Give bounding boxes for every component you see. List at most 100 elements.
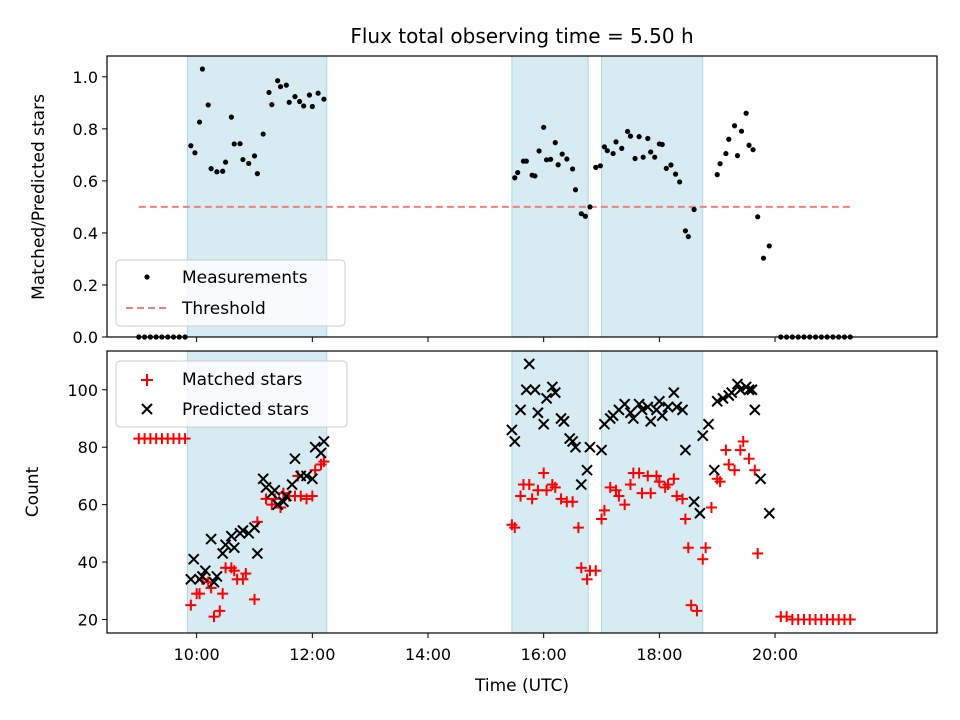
measurement-point-69 [640,154,646,160]
predicted-point-51 [595,444,608,456]
matched-point-70 [645,487,657,499]
matched-point-58 [590,565,602,577]
measurement-point-55 [578,211,584,217]
top-y-axis-label: Matched/Predicted stars [29,94,49,300]
matched-point-89 [729,464,741,476]
predicted-point-40 [540,392,553,405]
predicted-point-30 [315,447,327,459]
matched-point-94 [752,547,764,559]
measurement-point-25 [260,131,266,137]
measurement-point-64 [619,145,625,151]
measurement-point-54 [572,187,579,193]
predicted-point-20 [269,484,281,496]
measurement-point-81 [691,206,697,213]
bottom-x-ticks: 10:00 12:00 14:00 16:00 18:00 20:00 [174,633,798,664]
predicted-point-41 [546,381,559,393]
measurement-point-88 [738,128,745,134]
measurement-point-13 [205,102,211,108]
x-axis-label: Time (UTC) [474,676,569,696]
matched-point-22 [237,573,249,585]
predicted-point-84 [746,384,758,396]
predicted-point-59 [633,398,645,410]
matched-point-67 [633,467,645,479]
matched-point-53 [567,496,579,508]
matched-point-83 [700,542,712,554]
measurement-point-40 [515,169,521,176]
measurement-point-17 [222,159,229,165]
measurement-point-85 [726,136,732,142]
measurement-point-56 [582,213,588,219]
top-x-ticks [196,337,776,342]
matched-stars-series [133,433,856,626]
matched-point-75 [668,473,680,485]
predicted-point-47 [569,441,582,453]
measurement-point-33 [297,98,303,105]
measurement-point-42 [523,158,529,164]
matched-point-35 [301,493,313,505]
measurement-point-23 [251,153,258,159]
predicted-point-32 [506,424,518,436]
predicted-point-67 [668,386,680,399]
predicted-point-6 [208,576,220,588]
measurement-point-47 [543,157,550,163]
measurement-point-84 [723,150,729,157]
predicted-point-66 [662,401,674,413]
predicted-point-34 [514,404,527,416]
predicted-point-74 [702,418,715,430]
measurement-point-44 [532,173,538,179]
predicted-point-56 [618,398,631,410]
measurement-point-24 [254,171,260,177]
matched-point-41 [509,522,521,534]
measurement-point-62 [610,150,616,157]
predicted-point-8 [216,547,229,560]
legend-measurements-label: Measurements [182,268,308,288]
predicted-point-24 [286,478,298,491]
matched-point-92 [743,453,755,465]
measurement-point-29 [277,84,284,90]
predicted-point-1 [188,553,200,565]
legend-measurement-marker [144,274,150,280]
measurement-point-60 [601,144,608,150]
predicted-point-49 [581,464,593,476]
y-tick-label-2: 60 [78,496,98,515]
measurement-point-92 [755,214,761,220]
measurement-point-63 [613,139,619,145]
predicted-point-72 [694,507,706,519]
matched-point-64 [619,499,631,511]
matched-point-96 [781,611,793,623]
measurement-point-66 [627,133,634,139]
measurement-point-15 [214,169,220,175]
predicted-point-17 [257,473,269,485]
predicted-point-35 [520,384,533,396]
y-tick-label-3: 0.6 [73,172,98,191]
predicted-point-4 [199,564,212,577]
matched-point-86 [714,476,726,488]
measurement-point-32 [292,93,298,100]
measurement-point-45 [536,148,542,154]
measurement-series [136,66,853,340]
measurement-point-94 [766,243,772,249]
matched-point-50 [549,481,561,493]
y-tick-label-5: 1.0 [73,68,98,87]
legend-predicted-label: Predicted stars [182,400,309,420]
measurement-point-35 [306,92,313,98]
measurement-point-80 [685,233,691,240]
bottom-panel: 20 40 60 80 100 10:00 12:00 14:00 16:00 18:00 20:… [23,350,938,696]
matched-point-45 [526,493,538,505]
matched-point-23 [240,568,252,580]
measurement-point-20 [237,141,243,147]
matched-point-80 [685,599,697,611]
y-tick-label-4: 0.8 [73,120,98,139]
matched-point-51 [555,493,567,505]
predicted-point-0 [185,573,197,586]
matched-point-82 [697,553,709,565]
matched-point-9 [185,599,197,611]
measurement-point-65 [624,128,631,135]
measurement-point-22 [246,160,252,167]
measurement-point-59 [597,163,603,169]
top-y-ticks: 0.0 0.2 0.4 0.6 0.8 1.0 [73,68,107,347]
x-tick-label-5: 20:00 [752,645,798,664]
predicted-point-10 [225,530,238,542]
top-panel: 0.0 0.2 0.4 0.6 0.8 1.0 Matched/Predicted sta… [29,55,938,347]
y-tick-label-1: 40 [78,553,98,572]
